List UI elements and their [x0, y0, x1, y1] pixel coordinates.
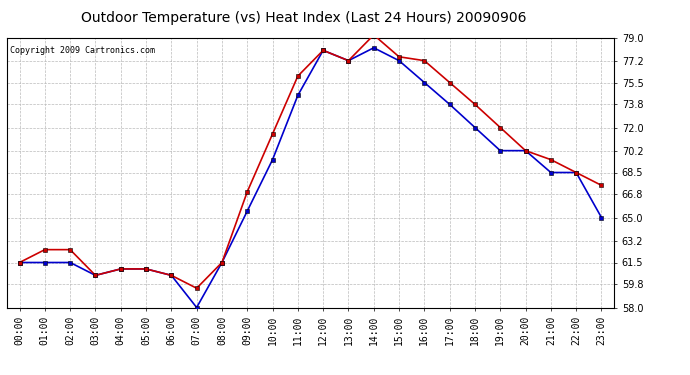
- Text: Outdoor Temperature (vs) Heat Index (Last 24 Hours) 20090906: Outdoor Temperature (vs) Heat Index (Las…: [81, 11, 526, 25]
- Text: Copyright 2009 Cartronics.com: Copyright 2009 Cartronics.com: [10, 46, 155, 55]
